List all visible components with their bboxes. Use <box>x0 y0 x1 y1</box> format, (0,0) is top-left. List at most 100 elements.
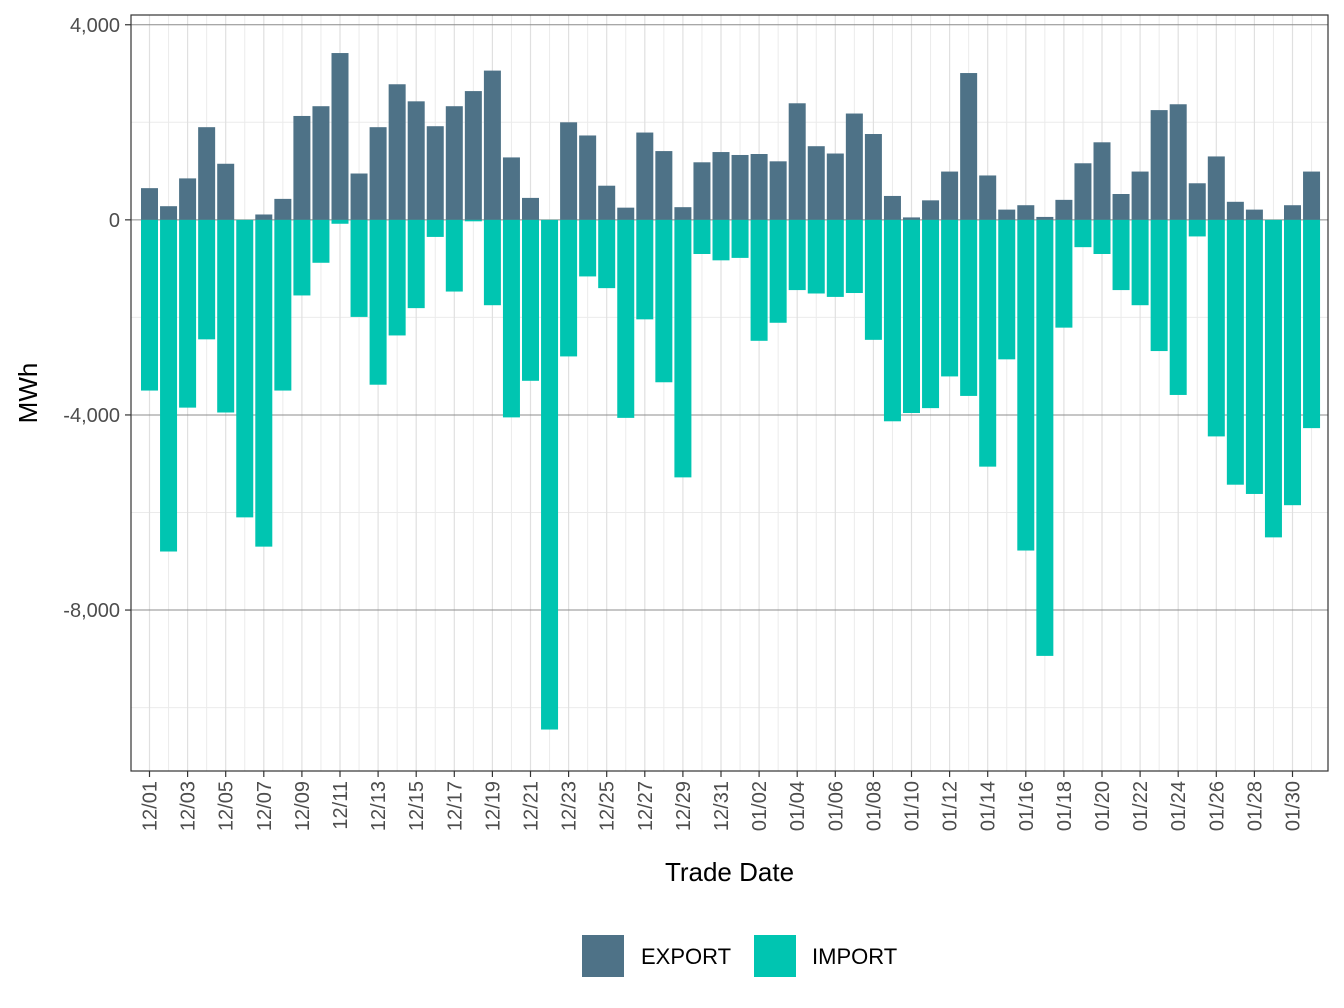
import-bar-01-09 <box>883 219 901 422</box>
import-bar-12-22 <box>541 219 559 730</box>
import-bar-01-25 <box>1188 219 1206 237</box>
export-bar-01-06 <box>826 153 844 220</box>
bars <box>141 53 1321 730</box>
export-bar-12-20 <box>502 157 520 220</box>
import-bar-01-20 <box>1093 219 1111 254</box>
export-bar-12-13 <box>369 127 387 220</box>
export-bar-01-05 <box>807 146 825 220</box>
import-bar-12-20 <box>502 219 520 418</box>
import-bar-01-19 <box>1074 219 1092 248</box>
y-tick-label: -8,000 <box>63 600 120 622</box>
import-bar-01-21 <box>1112 219 1130 291</box>
export-bar-12-07 <box>255 214 273 220</box>
plot-background <box>131 15 1328 771</box>
import-bar-12-17 <box>445 219 463 292</box>
import-bar-12-25 <box>598 219 616 289</box>
import-bar-12-23 <box>560 219 578 357</box>
import-bar-12-16 <box>426 219 444 237</box>
import-bar-12-11 <box>331 219 349 224</box>
export-bar-01-20 <box>1093 142 1111 220</box>
export-bar-12-09 <box>293 115 311 220</box>
import-bar-01-22 <box>1131 219 1149 306</box>
export-bar-01-13 <box>960 73 978 220</box>
import-bar-12-29 <box>674 219 692 478</box>
export-bar-12-29 <box>674 207 692 220</box>
import-bar-01-02 <box>750 219 768 341</box>
export-bar-12-05 <box>217 163 235 220</box>
export-bar-12-27 <box>636 132 654 220</box>
x-tick-label: 12/07 <box>254 781 276 831</box>
import-bar-12-03 <box>179 219 197 408</box>
import-bar-01-15 <box>998 219 1016 360</box>
x-tick-label: 01/20 <box>1092 781 1114 831</box>
export-bar-12-14 <box>388 84 406 220</box>
export-bar-01-27 <box>1226 201 1244 220</box>
legend: EXPORT IMPORT <box>582 935 897 977</box>
import-bar-01-01 <box>731 219 749 258</box>
export-bar-01-22 <box>1131 171 1149 220</box>
export-bar-01-03 <box>769 161 787 220</box>
export-bar-01-01 <box>731 154 749 220</box>
x-tick-label: 01/24 <box>1168 781 1190 831</box>
export-bar-01-14 <box>979 175 997 220</box>
export-bar-12-21 <box>522 197 539 220</box>
import-bar-01-24 <box>1169 219 1187 395</box>
import-bar-01-31 <box>1303 219 1321 429</box>
x-tick-label: 12/27 <box>635 781 657 831</box>
import-bar-12-02 <box>160 219 178 552</box>
import-bar-12-18 <box>464 219 482 222</box>
import-bar-12-10 <box>312 219 330 263</box>
export-bar-01-21 <box>1112 194 1130 220</box>
import-bar-12-21 <box>522 219 539 381</box>
import-bar-12-08 <box>274 219 292 391</box>
import-bar-01-23 <box>1150 219 1168 352</box>
import-bar-01-05 <box>807 219 825 294</box>
export-bar-12-03 <box>179 178 197 220</box>
y-axis: 4,000 0 -4,000 -8,000 <box>63 15 131 622</box>
x-tick-label: 01/26 <box>1206 781 1228 831</box>
export-bar-12-31 <box>712 152 730 220</box>
export-bar-01-28 <box>1245 209 1263 220</box>
export-bar-01-24 <box>1169 104 1187 220</box>
import-bar-01-30 <box>1284 219 1301 506</box>
export-bar-01-18 <box>1055 199 1073 220</box>
import-bar-01-18 <box>1055 219 1073 328</box>
import-bar-12-07 <box>255 219 273 547</box>
export-bar-01-30 <box>1284 205 1301 220</box>
import-bar-12-01 <box>141 219 158 391</box>
import-bar-01-12 <box>941 219 959 377</box>
export-bar-12-17 <box>445 106 463 220</box>
export-bar-12-18 <box>464 91 482 220</box>
x-tick-label: 12/01 <box>140 781 162 831</box>
import-bar-12-13 <box>369 219 387 385</box>
x-tick-label: 01/22 <box>1130 781 1152 831</box>
y-tick-label: 0 <box>109 210 120 232</box>
import-bar-12-30 <box>693 219 711 254</box>
import-bar-01-27 <box>1226 219 1244 485</box>
import-bar-01-29 <box>1264 219 1282 538</box>
export-bar-12-08 <box>274 198 292 220</box>
import-bar-01-03 <box>769 219 787 323</box>
export-bar-12-12 <box>350 173 368 220</box>
x-tick-label: 12/05 <box>216 781 238 831</box>
import-bar-01-08 <box>864 219 882 340</box>
y-tick-label: -4,000 <box>63 405 120 427</box>
import-bar-12-27 <box>636 219 654 320</box>
import-bar-01-07 <box>845 219 863 294</box>
import-bar-12-14 <box>388 219 406 336</box>
x-tick-label: 12/11 <box>330 781 352 830</box>
major-gridlines <box>131 15 1328 771</box>
export-bar-12-30 <box>693 162 711 220</box>
export-bar-01-11 <box>922 200 940 220</box>
export-bar-01-25 <box>1188 183 1206 220</box>
import-bar-01-10 <box>903 219 920 413</box>
x-tick-label: 01/10 <box>902 781 924 831</box>
export-bar-12-28 <box>655 151 673 220</box>
export-bar-12-01 <box>141 188 158 220</box>
x-tick-label: 12/19 <box>482 781 504 831</box>
import-bar-12-28 <box>655 219 673 383</box>
x-tick-label: 01/18 <box>1054 781 1076 831</box>
export-bar-12-24 <box>579 135 597 220</box>
export-bar-01-04 <box>788 103 806 220</box>
